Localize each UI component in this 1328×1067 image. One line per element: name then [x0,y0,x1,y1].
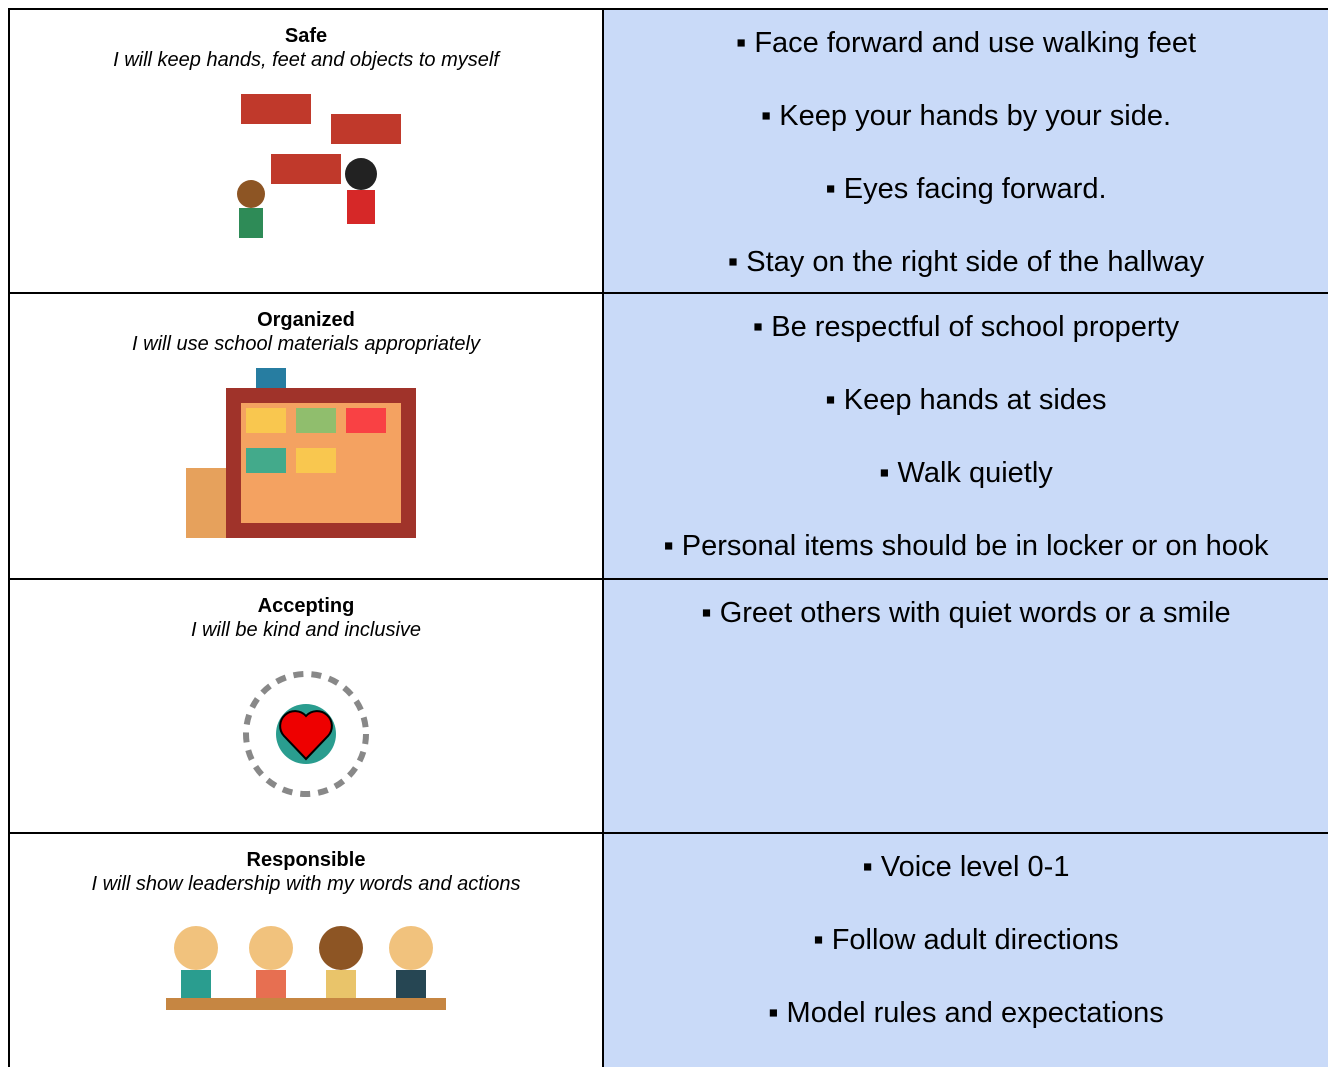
illustration [186,368,416,538]
expectation-item: ▪ Voice level 0-1 [862,851,1070,883]
row-subtitle: I will keep hands, feet and objects to m… [113,49,499,71]
row-header-cell: Accepting I will be kind and inclusive [8,578,602,832]
expectation-item: ▪ Keep your hands by your side. [760,100,1172,132]
expectations-cell: ▪ Be respectful of school property ▪ Keep… [602,292,1328,578]
row-subtitle: I will be kind and inclusive [190,619,422,641]
row-title: Responsible [246,849,366,871]
expectation-item: ▪ Walk quietly [879,457,1053,489]
expectation-item: ▪ Keep hands at sides [825,384,1107,416]
expectations-cell: ▪ Greet others with quiet words or a smi… [602,578,1328,832]
row-header-cell: Safe I will keep hands, feet and objects … [8,8,602,292]
expectation-item: ▪ Face forward and use walking feet [735,27,1197,59]
row-header-cell: Responsible I will show leadership with m… [8,832,602,1067]
row-subtitle: I will use school materials appropriatel… [132,333,480,355]
expectations-cell: ▪ Voice level 0-1 ▪ Follow adult directio… [602,832,1328,1067]
illustration [243,671,369,797]
expectation-item: ▪ Follow adult directions [813,924,1119,956]
expectation-item: ▪ Personal items should be in locker or … [663,530,1269,562]
row-title: Accepting [257,595,355,617]
row-title: Safe [284,25,328,47]
expectation-item: ▪ Eyes facing forward. [825,173,1107,205]
illustration [166,926,446,1010]
illustration [237,94,401,238]
row-subtitle: I will show leadership with my words and… [91,873,521,895]
expectation-item: ▪ Model rules and expectations [768,997,1164,1029]
expectation-item: ▪ Greet others with quiet words or a smi… [701,597,1231,629]
row-header-cell: Organized I will use school materials app… [8,292,602,578]
row-title: Organized [257,309,355,331]
expectation-item: ▪ Be respectful of school property [752,311,1180,343]
expectation-item: ▪ Stay on the right side of the hallway [727,246,1205,278]
expectations-cell: ▪ Face forward and use walking feet ▪ Kee… [602,8,1328,292]
